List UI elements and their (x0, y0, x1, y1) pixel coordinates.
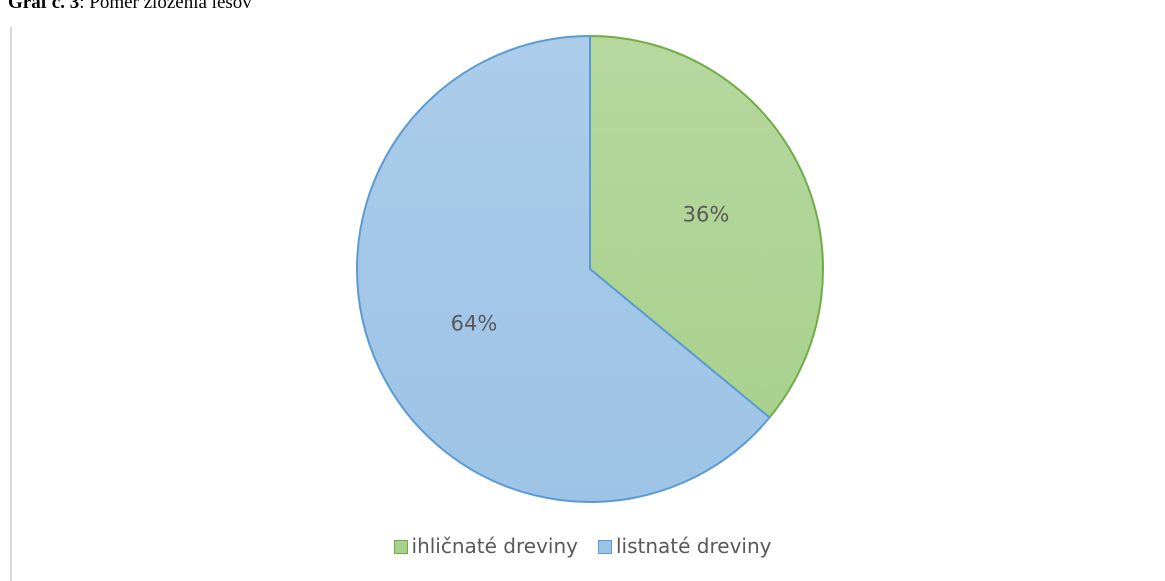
pie-data-labels: 36% 64% (451, 202, 730, 335)
figure-caption-number: Graf č. 3 (8, 0, 80, 13)
data-label-ihlicnate: 36% (683, 202, 730, 226)
legend-swatch-listnate (597, 540, 612, 554)
legend-item-listnate: listnaté dreviny (597, 533, 772, 559)
legend-label-listnate: listnaté dreviny (615, 534, 772, 558)
data-label-listnate: 64% (451, 312, 498, 336)
pie-slice-listnate (356, 35, 771, 503)
figure-caption-text: : Pomer zloženia lesov (79, 0, 252, 13)
legend-item-ihlicnate: ihličnaté dreviny (393, 533, 578, 559)
pie-slice-ihlicnate (589, 35, 824, 419)
figure-caption: Graf č. 3: Pomer zloženia lesov (8, 0, 252, 13)
pie-slices (356, 35, 824, 503)
chart-legend: ihličnaté dreviny listnaté dreviny (0, 533, 1165, 559)
legend-swatch-ihlicnate (393, 540, 408, 554)
legend-label-ihlicnate: ihličnaté dreviny (411, 534, 578, 558)
chart-frame-left-border (10, 27, 12, 581)
